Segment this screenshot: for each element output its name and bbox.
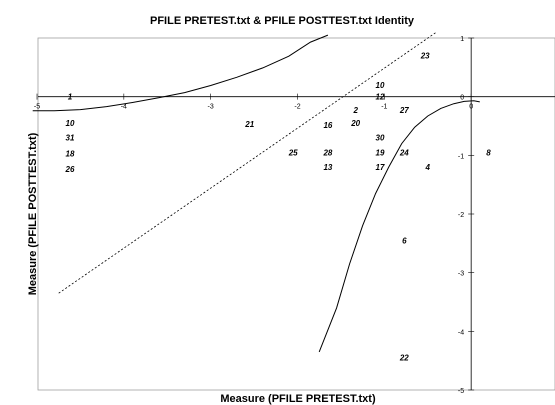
- chart-title: PFILE PRETEST.txt & PFILE POSTTEST.txt I…: [150, 15, 415, 27]
- data-point-label: 10: [376, 81, 385, 90]
- x-tick-label: -3: [208, 104, 214, 111]
- y-tick-label: -1: [458, 153, 464, 160]
- lines-group: [32, 31, 480, 353]
- y-tick-label: -5: [458, 388, 464, 395]
- data-point-label: 1: [68, 93, 73, 102]
- y-tick-label: 1: [460, 36, 464, 43]
- data-point-label: 12: [376, 93, 385, 102]
- data-point-label: 6: [402, 236, 407, 245]
- y-tick-label: -4: [458, 329, 464, 336]
- data-point-label: 16: [323, 121, 332, 130]
- axes-group: -5 -4 -3 -2 -1 010-1-2-3-4-5: [34, 36, 555, 395]
- data-point-label: 4: [425, 163, 431, 172]
- identity-line: [58, 31, 437, 294]
- data-point-label: 22: [399, 354, 409, 363]
- x-tick-label: -5: [34, 104, 40, 111]
- x-tick-label: 0: [469, 104, 473, 111]
- plot-area-border: [37, 37, 555, 391]
- y-tick-label: 0: [460, 95, 464, 102]
- data-point-label: 27: [399, 106, 409, 115]
- data-point-label: 8: [486, 148, 491, 157]
- data-point-label: 20: [350, 119, 360, 128]
- x-tick-label: -1: [381, 104, 387, 111]
- x-axis-label: Measure (PFILE PRETEST.txt): [220, 393, 376, 405]
- data-point-label: 2: [352, 106, 358, 115]
- data-point-label: 17: [376, 163, 385, 172]
- points-group: 1103118262125162813220101230191723272446…: [65, 52, 492, 363]
- data-point-label: 25: [288, 148, 298, 157]
- data-point-label: 23: [420, 52, 430, 61]
- y-axis-label: Measure (PFILE POSTTEST.txt): [27, 132, 39, 295]
- data-point-label: 26: [65, 165, 75, 174]
- confidence-curve: [32, 34, 329, 112]
- data-point-label: 24: [399, 148, 409, 157]
- x-tick-label: -2: [294, 104, 300, 111]
- x-tick-label: -4: [121, 104, 127, 111]
- y-tick-label: -3: [458, 271, 464, 278]
- data-point-label: 19: [376, 148, 385, 157]
- data-point-label: 21: [244, 120, 254, 129]
- data-point-label: 10: [66, 119, 75, 128]
- data-point-label: 30: [376, 134, 385, 143]
- data-point-label: 31: [66, 134, 75, 143]
- data-point-label: 13: [323, 163, 332, 172]
- data-point-label: 18: [66, 150, 75, 159]
- data-point-label: 28: [322, 148, 332, 157]
- confidence-curve: [318, 100, 480, 353]
- y-tick-label: -2: [458, 212, 464, 219]
